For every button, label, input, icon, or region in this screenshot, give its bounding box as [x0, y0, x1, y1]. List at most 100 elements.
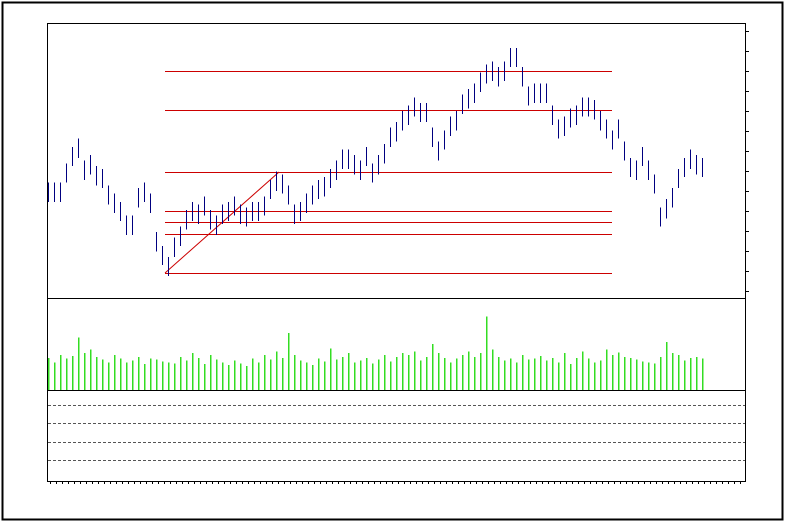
volume-bar	[270, 359, 272, 390]
volume-bar	[348, 353, 350, 390]
volume-bar	[522, 355, 524, 390]
volume-bar	[216, 359, 218, 390]
volume-bar	[72, 355, 74, 390]
volume-bar	[510, 358, 512, 390]
volume-bar	[258, 362, 260, 390]
volume-bar	[666, 342, 668, 390]
volume-bar	[102, 359, 104, 390]
volume-bar	[300, 360, 302, 390]
volume-bar	[336, 359, 338, 390]
volume-bar	[660, 356, 662, 390]
volume-bar	[606, 349, 608, 390]
volume-bar	[84, 353, 86, 390]
volume-bar	[48, 357, 50, 390]
volume-bar	[312, 365, 314, 390]
volume-bar	[90, 349, 92, 390]
volume-bar	[54, 362, 56, 390]
volume-bar	[138, 356, 140, 390]
volume-bar	[342, 356, 344, 390]
volume-bar	[570, 364, 572, 390]
indicator-panel	[47, 390, 746, 482]
volume-bar	[276, 351, 278, 390]
volume-bar	[96, 356, 98, 390]
volume-bar	[366, 357, 368, 390]
volume-bar	[192, 353, 194, 390]
volume-bar	[120, 358, 122, 390]
volume-bar	[588, 358, 590, 390]
volume-bar	[456, 358, 458, 390]
volume-bar	[174, 363, 176, 390]
volume-bar	[384, 355, 386, 390]
volume-bar	[168, 362, 170, 390]
volume-bar	[546, 360, 548, 390]
volume-bar	[618, 352, 620, 390]
volume-bar	[642, 361, 644, 390]
volume-bar	[486, 316, 488, 390]
volume-bar	[402, 353, 404, 390]
volume-bar	[108, 362, 110, 390]
volume-bar	[222, 362, 224, 390]
volume-bar	[306, 362, 308, 390]
volume-bar	[396, 356, 398, 390]
volume-bar	[450, 362, 452, 390]
volume-bar	[240, 363, 242, 390]
axis-ticks	[50, 31, 749, 484]
volume-bar	[534, 358, 536, 390]
volume-bar	[204, 364, 206, 390]
volume-bar	[654, 363, 656, 390]
volume-bar	[60, 355, 62, 390]
volume-bar	[504, 360, 506, 390]
volume-bar	[246, 366, 248, 390]
volume-bar	[378, 359, 380, 390]
volume-bar	[150, 358, 152, 390]
volume-bar	[582, 351, 584, 390]
volume-bar	[576, 357, 578, 390]
volume-bar	[210, 355, 212, 390]
volume-bar	[600, 360, 602, 390]
volume-bar	[126, 362, 128, 390]
volume-bar	[630, 357, 632, 390]
volume-bar	[696, 356, 698, 390]
volume-bar	[288, 332, 290, 390]
volume-bar	[564, 353, 566, 390]
volume-bar	[252, 358, 254, 390]
volume-bar	[228, 365, 230, 390]
volume-bar	[684, 360, 686, 390]
volume-bar	[324, 361, 326, 390]
volume-bar	[432, 344, 434, 390]
volume-bar	[528, 359, 530, 390]
volume-bar	[612, 355, 614, 390]
volume-bar	[438, 353, 440, 390]
volume-bar	[78, 337, 80, 390]
volume-bar	[132, 360, 134, 390]
volume-bar	[234, 360, 236, 390]
indicator-guides	[48, 405, 745, 461]
volume-bar	[648, 362, 650, 390]
volume-bar	[360, 360, 362, 390]
volume-bar	[624, 356, 626, 390]
volume-bar	[180, 356, 182, 390]
volume-bar	[540, 355, 542, 390]
volume-bar	[354, 362, 356, 390]
volume-bar	[690, 357, 692, 390]
volume-bar	[444, 357, 446, 390]
volume-bar	[156, 359, 158, 390]
volume-bar	[420, 360, 422, 390]
volume-bar	[474, 356, 476, 390]
volume-bar	[558, 362, 560, 390]
volume-bar	[318, 358, 320, 390]
volume-bar	[198, 357, 200, 390]
volume-bar	[294, 355, 296, 390]
volume-bar	[498, 356, 500, 390]
volume-bar	[186, 360, 188, 390]
volume-bar	[678, 355, 680, 390]
volume-bar	[636, 359, 638, 390]
volume-bar	[264, 355, 266, 390]
volume-bar	[144, 364, 146, 390]
volume-bar	[414, 351, 416, 390]
volume-bar	[282, 357, 284, 390]
volume-bar	[468, 351, 470, 390]
